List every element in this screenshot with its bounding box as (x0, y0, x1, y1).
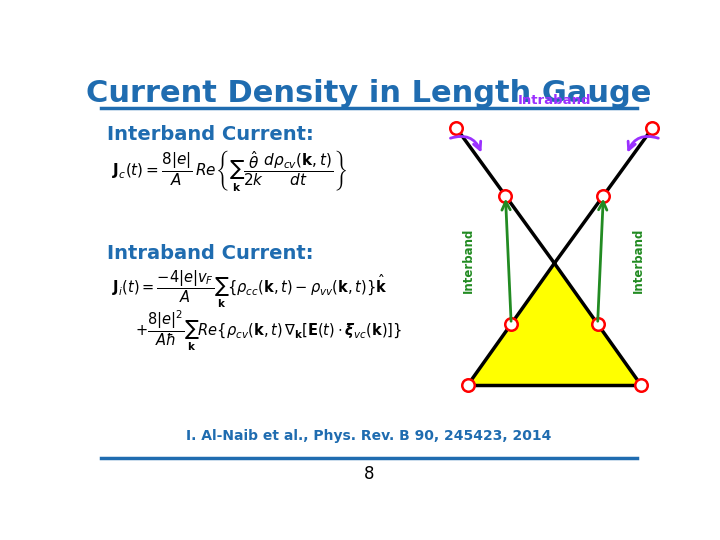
Text: Interband Current:: Interband Current: (107, 125, 313, 144)
Text: Current Density in Length Gauge: Current Density in Length Gauge (86, 79, 652, 109)
Text: Intraband: Intraband (518, 94, 591, 107)
Text: $\mathbf{J}_c\left(t\right) = \dfrac{8|e|}{A}\,Re\left\{\sum_{\mathbf{k}} \dfrac: $\mathbf{J}_c\left(t\right) = \dfrac{8|e… (112, 148, 348, 193)
Text: Interband: Interband (462, 228, 474, 293)
Text: I. Al-Naib et al., Phys. Rev. B 90, 245423, 2014: I. Al-Naib et al., Phys. Rev. B 90, 2454… (186, 429, 552, 443)
Text: 8: 8 (364, 465, 374, 483)
Text: Intraband Current:: Intraband Current: (107, 244, 313, 262)
Text: $+ \dfrac{8|e|^2}{A\hbar}\sum_{\mathbf{k}} Re\left\{\rho_{cv}(\mathbf{k},t)\,\na: $+ \dfrac{8|e|^2}{A\hbar}\sum_{\mathbf{k… (135, 308, 402, 353)
Polygon shape (468, 263, 641, 384)
Text: $\mathbf{J}_i\left(t\right) = \dfrac{-4|e|v_F}{A}\sum_{\mathbf{k}} \left\{\rho_{: $\mathbf{J}_i\left(t\right) = \dfrac{-4|… (112, 268, 388, 310)
Text: Interband: Interband (631, 228, 644, 293)
